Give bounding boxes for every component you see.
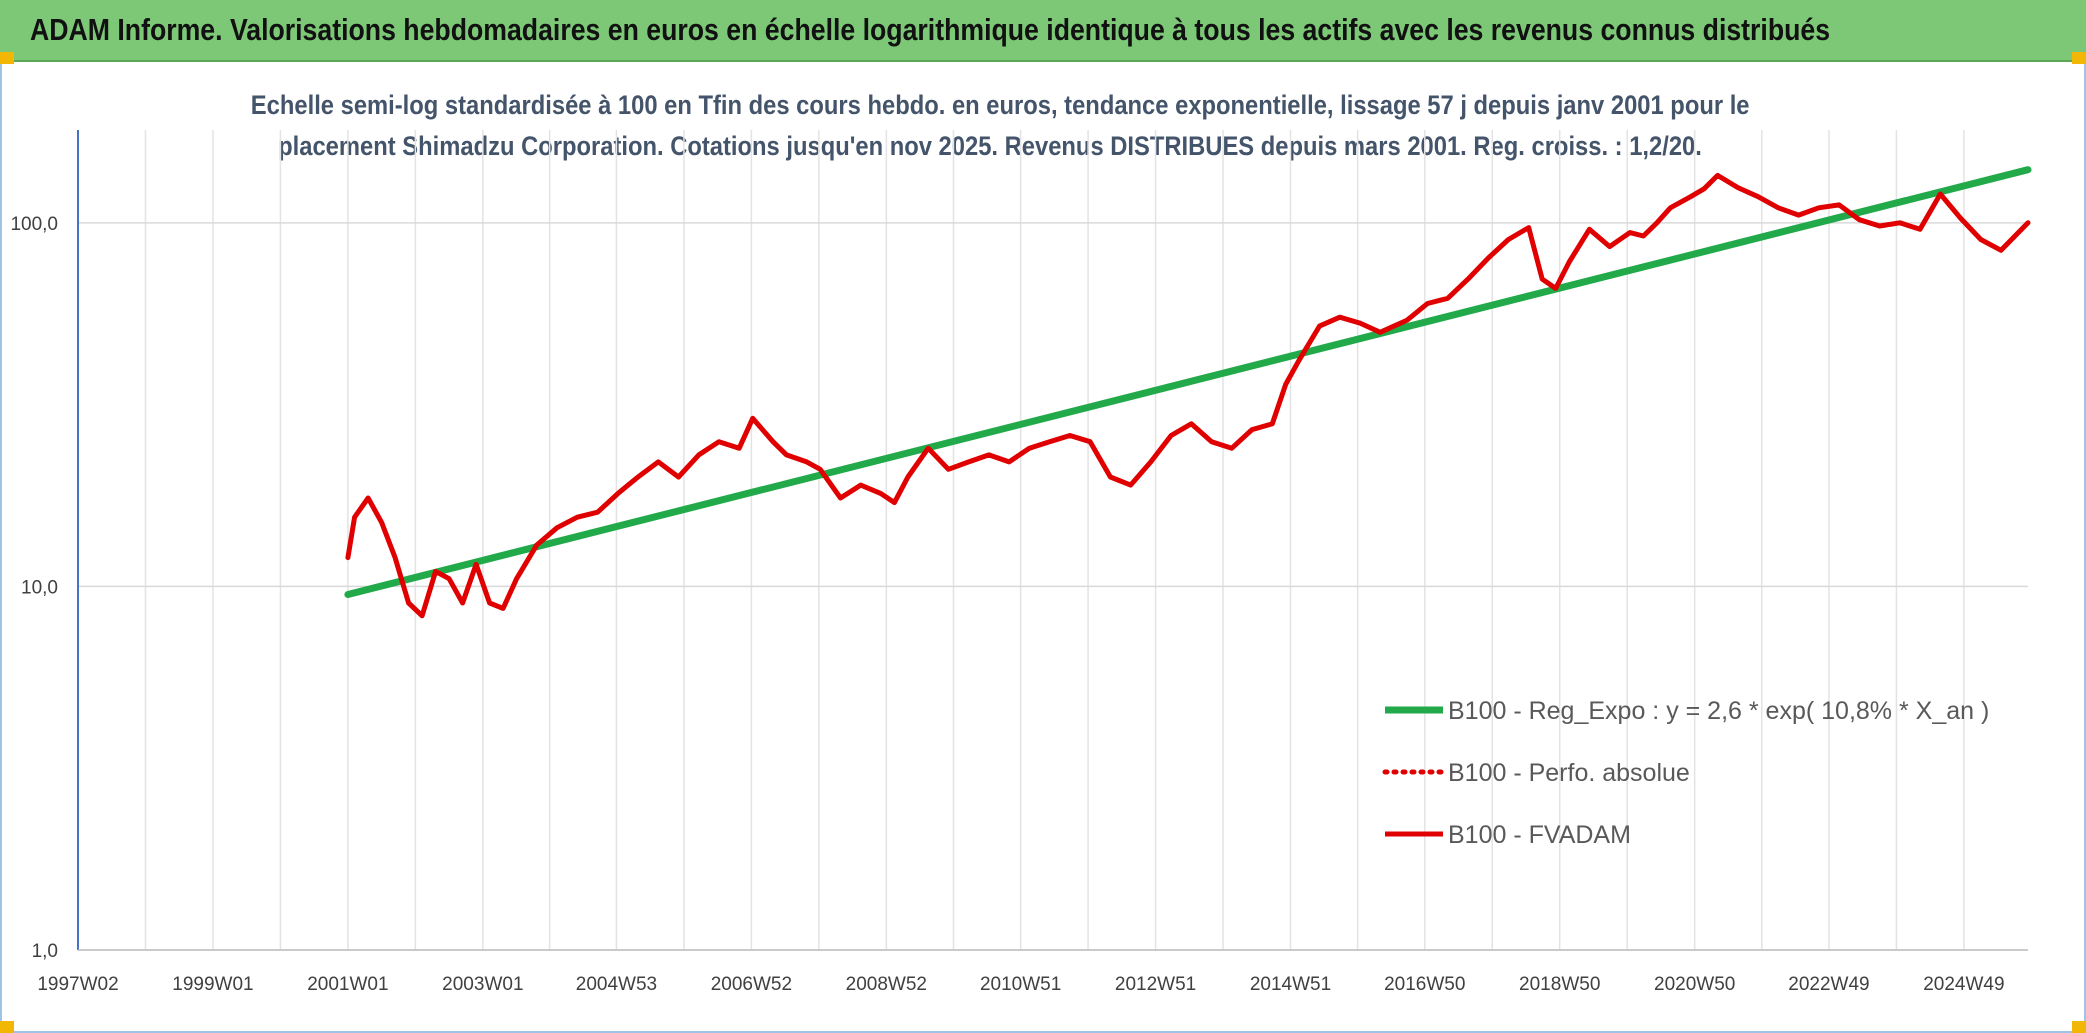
legend-label: B100 - FVADAM xyxy=(1448,821,1631,849)
corner-marker-top-right xyxy=(2072,52,2086,64)
x-tick-label: 2010W51 xyxy=(980,974,1061,995)
axis-layer: 1,0 10,0 100,0 1997W02 1999W01 2001W01 2003W01… xyxy=(10,130,2028,995)
x-tick-label: 2020W50 xyxy=(1654,974,1735,995)
x-tick-label: 2012W51 xyxy=(1115,974,1196,995)
corner-marker-top-left xyxy=(0,52,14,64)
y-tick-label: 10,0 xyxy=(21,577,58,598)
chart-title-line-1: Echelle semi-log standardisée à 100 en T… xyxy=(250,90,1750,120)
x-tick-label: 2003W01 xyxy=(442,974,523,995)
series-layer xyxy=(344,166,2032,619)
x-tick-label: 1999W01 xyxy=(172,974,253,995)
x-tick-label: 2016W50 xyxy=(1384,974,1465,995)
series-line-fvadam xyxy=(345,172,2031,619)
legend-label: B100 - Reg_Expo : y = 2,6 * exp( 10,8% *… xyxy=(1448,697,1989,725)
x-tick-label: 2022W49 xyxy=(1788,974,1869,995)
corner-marker-bottom-left xyxy=(0,1021,14,1033)
y-tick-label: 1,0 xyxy=(32,941,58,962)
corner-marker-bottom-right xyxy=(2072,1021,2086,1033)
legend: B100 - Reg_Expo : y = 2,6 * exp( 10,8% *… xyxy=(1382,697,1989,849)
chart-title-line-2: placement Shimadzu Corporation. Cotation… xyxy=(278,131,1702,161)
x-tick-label: 2014W51 xyxy=(1250,974,1331,995)
y-tick-label: 100,0 xyxy=(10,214,58,235)
report-title: ADAM Informe. Valorisations hebdomadaire… xyxy=(30,12,1831,47)
x-tick-label: 2018W50 xyxy=(1519,974,1600,995)
grid-layer xyxy=(77,130,2028,951)
x-tick-label: 2004W53 xyxy=(576,974,657,995)
x-tick-label: 2001W01 xyxy=(307,974,388,995)
series-line-regression xyxy=(344,166,2032,598)
x-tick-label: 2006W52 xyxy=(711,974,792,995)
x-tick-label: 2008W52 xyxy=(846,974,927,995)
x-tick-label: 2024W49 xyxy=(1923,974,2004,995)
x-tick-label: 1997W02 xyxy=(37,974,118,995)
header-bar: ADAM Informe. Valorisations hebdomadaire… xyxy=(0,0,2086,62)
legend-label: B100 - Perfo. absolue xyxy=(1448,759,1690,787)
